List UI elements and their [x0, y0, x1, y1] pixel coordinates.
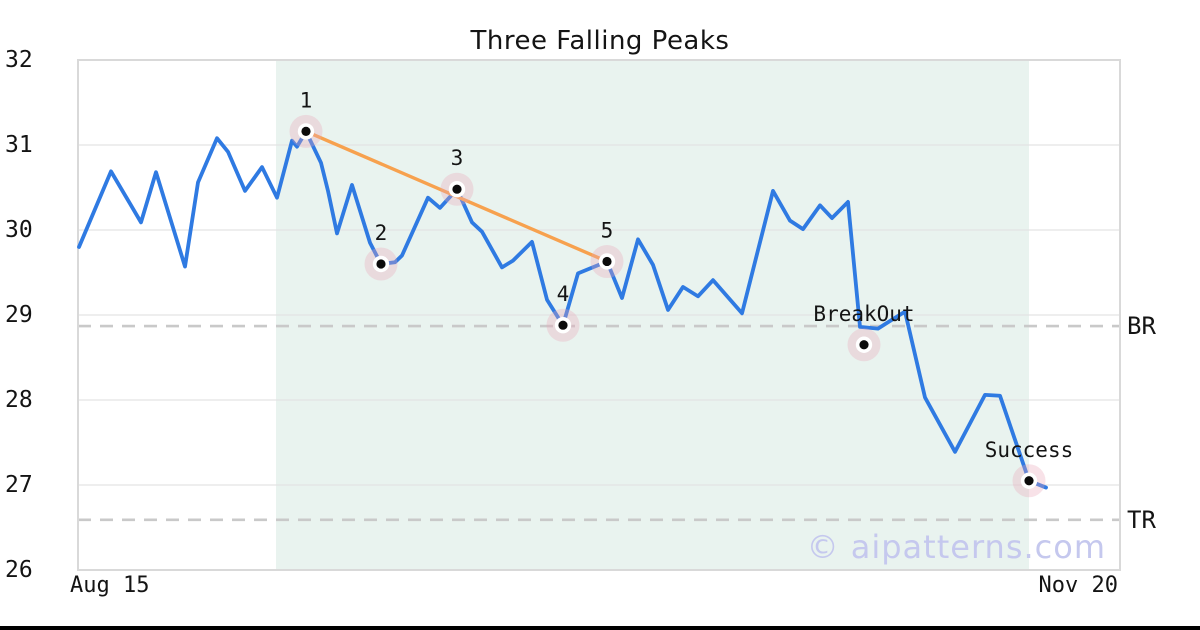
marker-label-1: 1 [300, 88, 313, 112]
marker-dot-breakout [859, 340, 869, 350]
marker-label-breakout: BreakOut [813, 302, 914, 326]
level-label-br: BR [1127, 312, 1156, 341]
marker-dot-4 [558, 320, 568, 330]
marker-label-5: 5 [601, 218, 614, 242]
y-tick-label-31: 31 [5, 132, 33, 158]
chart-title: Three Falling Peaks [470, 26, 730, 56]
x-axis-label-end: Nov 20 [1038, 573, 1118, 598]
marker-label-2: 2 [375, 221, 388, 245]
marker-dot-success [1024, 476, 1034, 486]
marker-dot-2 [376, 259, 386, 269]
bottom-bar [0, 626, 1200, 630]
x-axis-label-start: Aug 15 [70, 573, 150, 598]
level-label-tr: TR [1127, 505, 1156, 534]
marker-dot-3 [452, 184, 462, 194]
marker-label-3: 3 [451, 146, 464, 170]
y-tick-label-27: 27 [5, 472, 33, 498]
marker-label-success: Success [985, 438, 1074, 462]
watermark: © aipatterns.com [806, 528, 1106, 566]
y-tick-label-26: 26 [5, 557, 33, 583]
marker-dot-1 [301, 126, 311, 136]
y-tick-label-30: 30 [5, 217, 33, 243]
y-tick-label-32: 32 [5, 47, 33, 73]
y-tick-label-29: 29 [5, 302, 33, 328]
marker-dot-5 [602, 256, 612, 267]
plot-border [77, 59, 1121, 571]
marker-label-4: 4 [557, 282, 570, 306]
y-tick-label-28: 28 [5, 387, 33, 413]
price-line [77, 129, 1048, 490]
